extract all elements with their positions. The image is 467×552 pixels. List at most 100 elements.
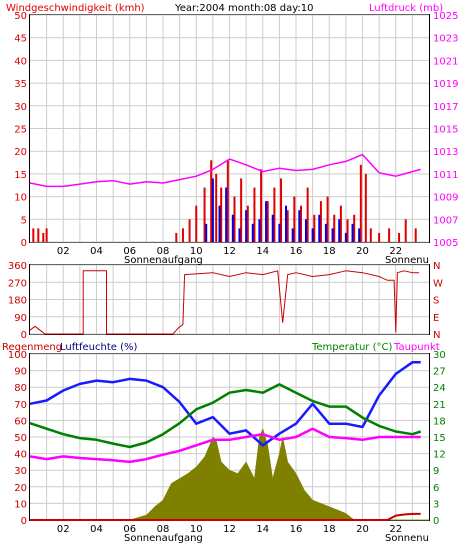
wind-gust-bar [324, 223, 327, 242]
wind-speed-bar [359, 164, 362, 242]
wind-gust-bar [265, 201, 268, 242]
date-title: Year:2004 month:08 day:10 [174, 3, 313, 14]
x-tick-label: 16 [290, 524, 303, 535]
wind-speed-bar [333, 214, 336, 242]
wind-speed-bar [353, 214, 356, 242]
y2-tick-label: E [433, 313, 439, 324]
y-tick-label: 90 [14, 367, 27, 378]
wind-speed-bar [280, 178, 283, 242]
y-tick-label: 270 [8, 278, 27, 289]
y2-tick-label: 0 [433, 516, 439, 527]
wind-speed-bar [240, 178, 243, 242]
wind-speed-bar [210, 160, 213, 242]
wind-gust-bar [338, 219, 341, 242]
y-tick-label: 0 [21, 238, 27, 249]
y2-tick-label: 1005 [433, 238, 458, 249]
y-tick-label: 30 [14, 466, 27, 477]
y2-tick-label: 3 [433, 499, 439, 510]
wind-speed-bar [414, 228, 417, 242]
x-tick-label: 08 [157, 246, 170, 257]
y-tick-label: 25 [14, 125, 27, 136]
wind-speed-bar [299, 205, 302, 242]
y2-tick-label: 1007 [433, 215, 458, 226]
wind-speed-bar [195, 205, 198, 242]
rain-total-line [30, 512, 421, 521]
y-tick-label: 45 [14, 34, 27, 45]
x-tick-label: 10 [190, 524, 203, 535]
wind-gust-bar [318, 214, 321, 242]
wind-axis-title: Windgeschwindigkeit (kmh) [6, 3, 145, 14]
y2-tick-label: 1015 [433, 125, 458, 136]
wind-gust-bar [225, 187, 228, 242]
x-tick-label: 18 [323, 246, 336, 257]
wind-gust-bar [211, 178, 214, 242]
wind-gust-bar [311, 228, 314, 242]
y2-tick-label: 1017 [433, 102, 458, 113]
wind-gust-bar [205, 223, 208, 242]
wind-speed-bar [404, 219, 407, 242]
x-tick-label: 06 [123, 524, 136, 535]
y-tick-label: 20 [14, 147, 27, 158]
y-tick-label: 40 [14, 450, 27, 461]
wind-speed-bar [181, 228, 184, 242]
wind-gust-bar [298, 210, 301, 242]
wind-speed-bar [369, 228, 372, 242]
wind-gust-bar [351, 223, 354, 242]
wind-speed-bar [246, 205, 249, 242]
wind-gust-bar [358, 228, 361, 242]
pressure-axis-title: Luftdruck (mb) [369, 3, 443, 14]
x-tick-label: 22 [389, 246, 402, 257]
sunset-label-bottom: Sonnenu [385, 533, 429, 544]
wind-speed-bar [42, 232, 45, 242]
x-tick-label: 18 [323, 524, 336, 535]
y2-tick-label: 9 [433, 466, 439, 477]
x-tick-label: 12 [223, 246, 236, 257]
y-tick-label: 50 [14, 433, 27, 444]
wind-gust-bar [344, 232, 347, 242]
wind-speed-bar [319, 201, 322, 242]
wind-speed-bar [175, 232, 178, 242]
y2-tick-label: 15 [433, 433, 446, 444]
x-tick-label: 04 [90, 246, 103, 257]
wind-speed-bar [226, 160, 229, 242]
wind-gust-bar [245, 210, 248, 242]
wind-gust-bar [285, 205, 288, 242]
y2-tick-label: 27 [433, 367, 446, 378]
y-tick-label: 20 [14, 483, 27, 494]
y2-tick-label: 1013 [433, 147, 458, 158]
wind-speed-bar [37, 228, 40, 242]
y-tick-label: 50 [14, 11, 27, 22]
wind-gust-bar [271, 214, 274, 242]
sunrise-label-bottom: Sonnenaufgang [124, 533, 203, 544]
wind-speed-bar [364, 173, 367, 242]
x-tick-label: 04 [90, 524, 103, 535]
x-tick-label: 06 [123, 246, 136, 257]
wind-speed-bar [273, 187, 276, 242]
y2-tick-label: N [433, 330, 440, 341]
y2-tick-label: 1023 [433, 34, 458, 45]
x-tick-label: 14 [256, 246, 269, 257]
wind-gust-bar [331, 228, 334, 242]
wind-speed-bar [266, 201, 269, 242]
wind-speed-bar [378, 232, 381, 242]
y-tick-label: 60 [14, 416, 27, 427]
rain-axis-title: Regenmeng [2, 342, 62, 353]
wind-gust-bar [251, 223, 254, 242]
x-tick-label: 08 [157, 524, 170, 535]
y-tick-label: 90 [14, 313, 27, 324]
y2-tick-label: 1011 [433, 170, 458, 181]
y2-tick-label: 6 [433, 483, 439, 494]
dewpoint-axis-title: Taupunkt [393, 342, 440, 353]
y-tick-label: 40 [14, 56, 27, 67]
wind-direction-line [29, 270, 419, 335]
humidity-axis-title: Luftfeuchte (%) [60, 342, 138, 353]
wind-gust-bar [231, 214, 234, 242]
dewpoint-line [29, 427, 421, 464]
wind-speed-bar [233, 196, 236, 242]
y2-tick-label: 1025 [433, 11, 458, 22]
wind-speed-bar [293, 196, 296, 242]
wind-gust-bar [278, 223, 281, 242]
wind-speed-bar [188, 219, 191, 242]
y2-tick-label: 24 [433, 383, 446, 394]
